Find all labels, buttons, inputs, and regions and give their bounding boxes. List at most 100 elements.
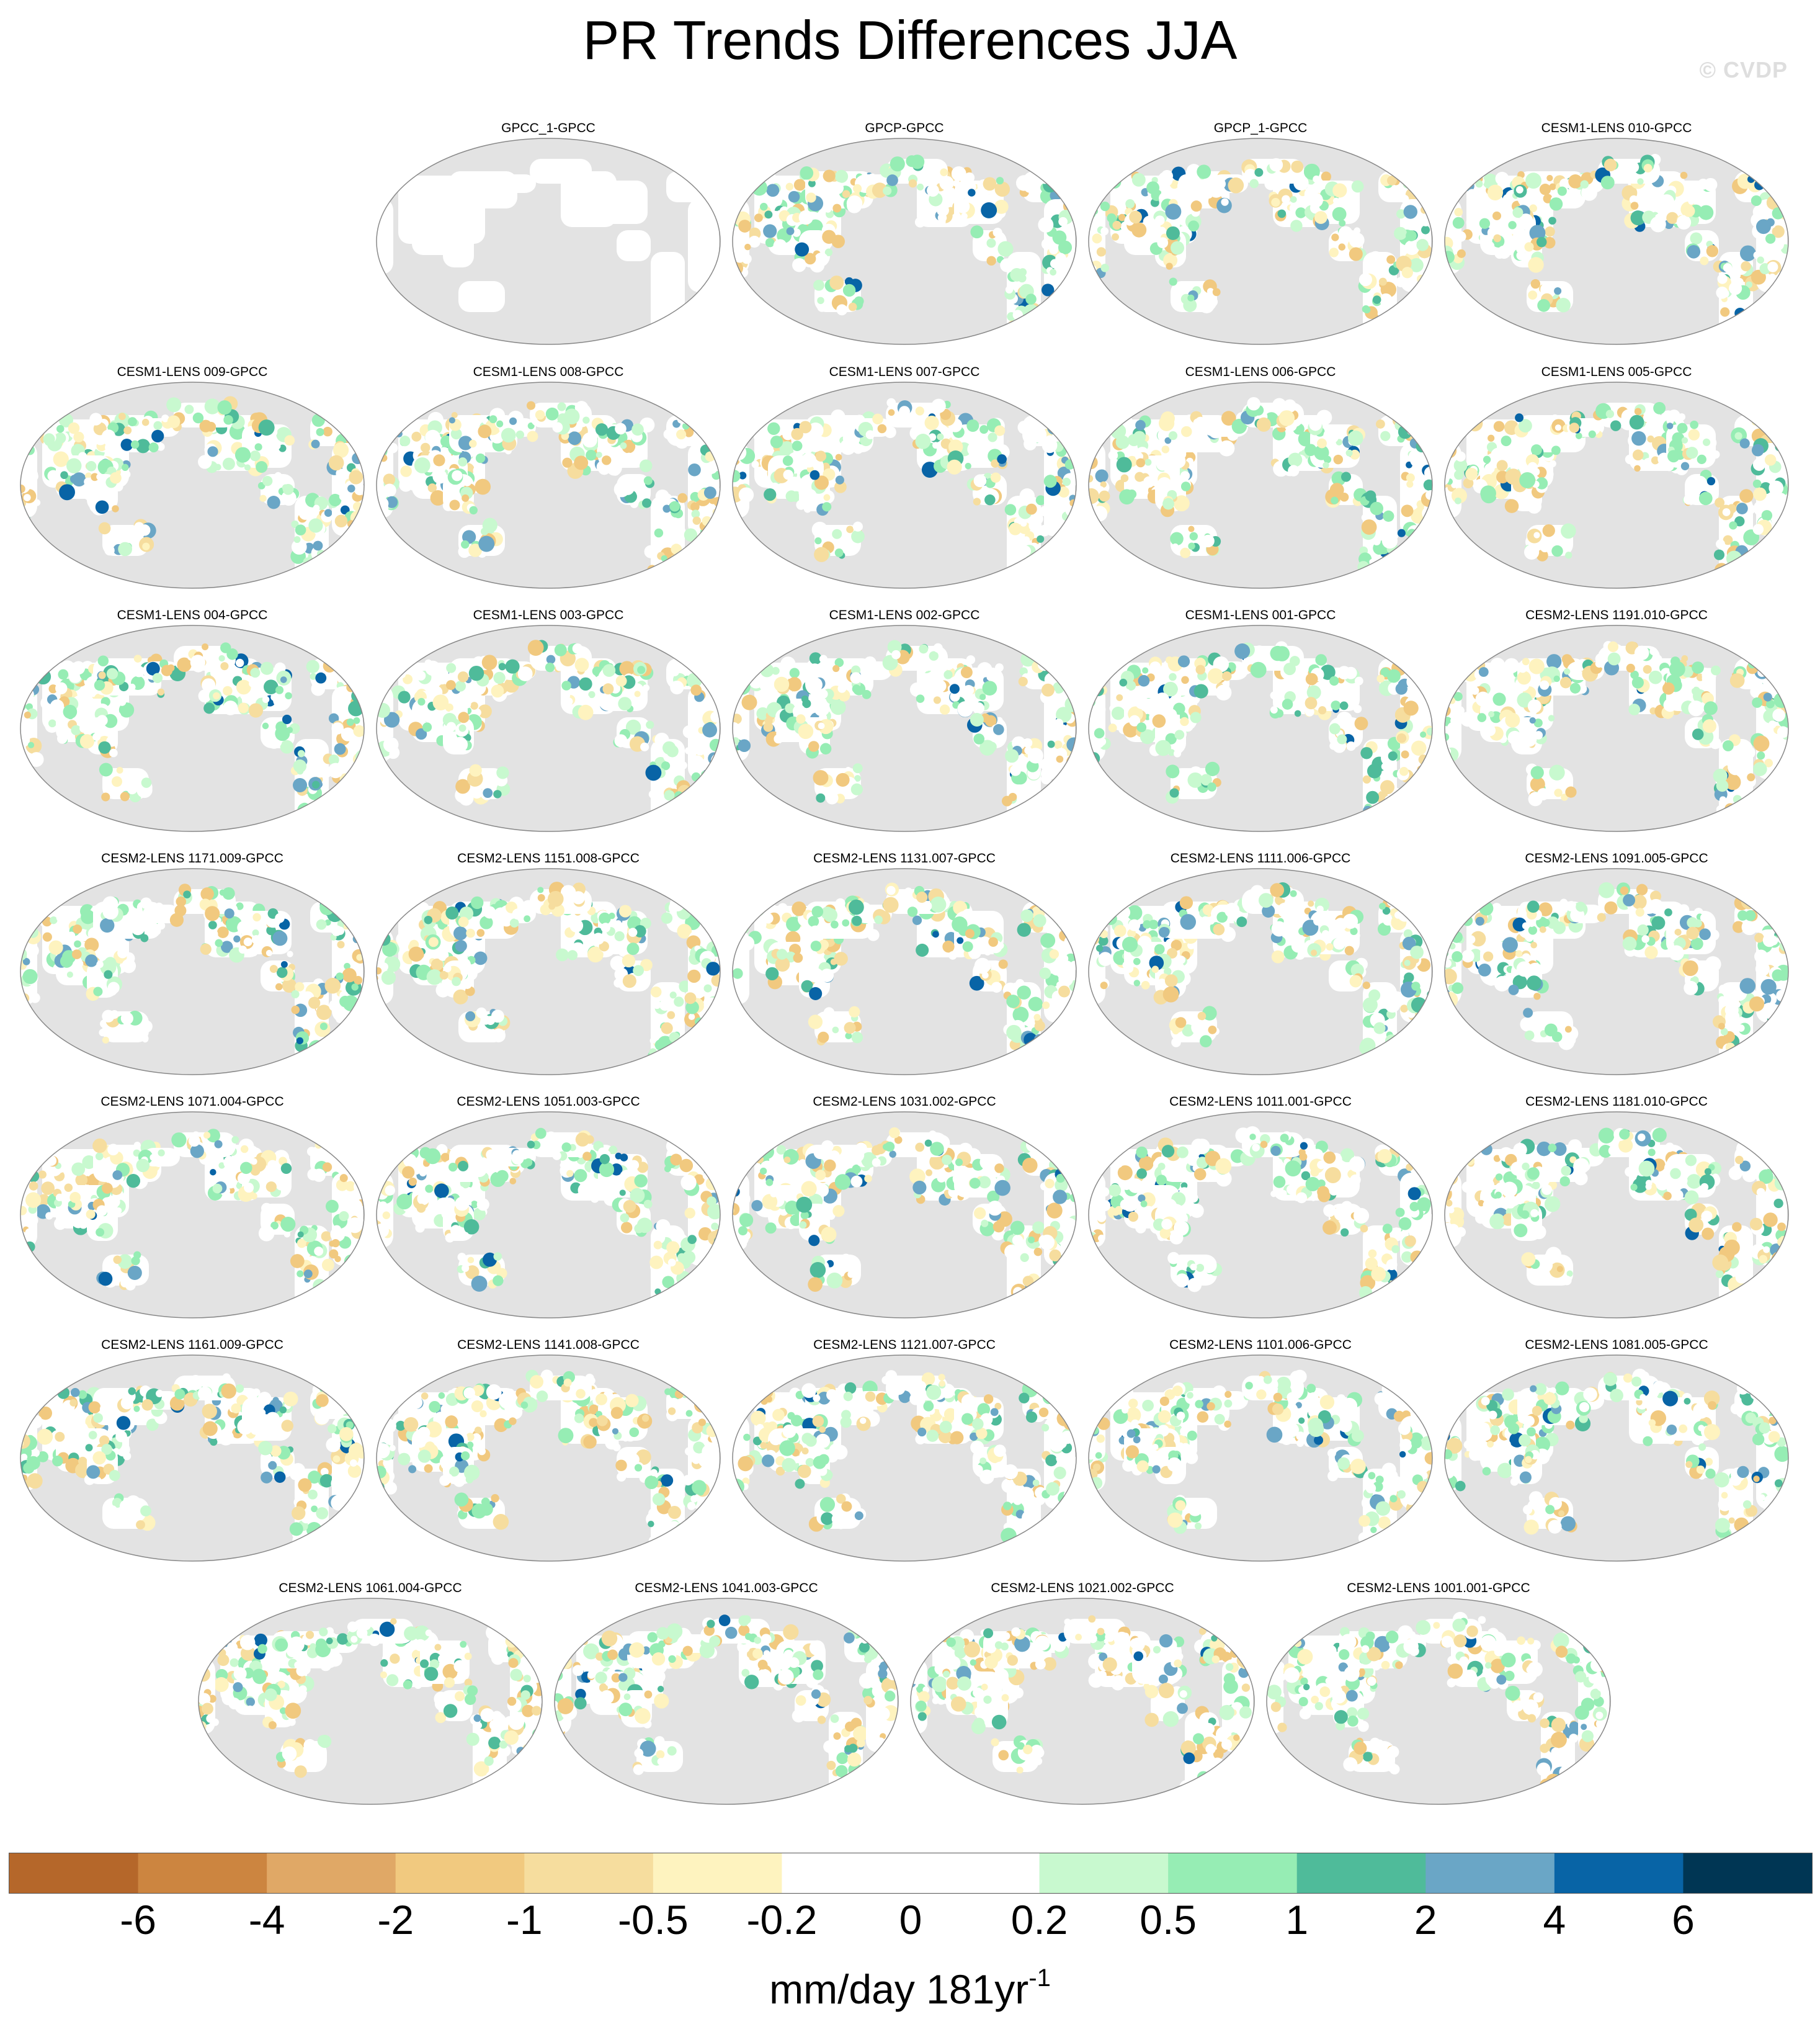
trend-cell xyxy=(237,921,251,935)
trend-cell xyxy=(1540,680,1550,690)
trend-cell xyxy=(1354,227,1361,235)
trend-cell xyxy=(1543,236,1556,249)
trend-cell xyxy=(282,714,292,725)
trend-cell xyxy=(1162,498,1174,510)
trend-cell xyxy=(1556,297,1571,313)
trend-cell xyxy=(435,470,446,481)
trend-cell xyxy=(383,712,400,728)
trend-cell xyxy=(59,484,75,501)
trend-cell xyxy=(471,896,484,910)
trend-cell xyxy=(94,679,105,691)
map-panel: CESM1-LENS 009-GPCC xyxy=(19,365,366,594)
trend-cell xyxy=(931,398,946,413)
trend-cell xyxy=(455,779,470,794)
trend-cell xyxy=(814,475,829,490)
trend-cell xyxy=(1362,305,1370,313)
trend-cell xyxy=(183,890,191,898)
trend-cell xyxy=(1465,467,1478,481)
trend-cell xyxy=(1017,420,1032,434)
trend-cell xyxy=(1038,524,1051,537)
trend-cell xyxy=(1685,722,1695,733)
trend-cell xyxy=(633,925,646,938)
trend-cell xyxy=(102,1036,109,1044)
trend-cell xyxy=(42,932,52,942)
trend-cell xyxy=(79,734,95,749)
trend-cell xyxy=(574,658,589,672)
trend-cell xyxy=(1692,728,1704,740)
trend-cell xyxy=(458,545,471,558)
trend-cell xyxy=(659,801,676,817)
trend-cell xyxy=(796,499,806,510)
trend-cell xyxy=(809,925,822,938)
trend-cell xyxy=(1581,184,1597,201)
trend-cell xyxy=(625,719,641,735)
trend-cell xyxy=(1337,666,1351,680)
trend-cell xyxy=(280,960,288,968)
trend-cell xyxy=(1143,476,1155,488)
trend-cell xyxy=(1180,426,1192,437)
trend-cell xyxy=(517,666,533,681)
trend-cell xyxy=(295,982,305,991)
map-outline xyxy=(20,625,365,832)
trend-cell xyxy=(1423,517,1430,525)
trend-cell xyxy=(1454,470,1464,480)
trend-cell xyxy=(708,752,720,765)
trend-cell xyxy=(478,535,495,552)
trend-cell xyxy=(50,916,58,924)
trend-cell xyxy=(1529,717,1536,724)
trend-cell xyxy=(1202,534,1215,548)
trend-cell xyxy=(55,682,68,695)
trend-cell xyxy=(1329,723,1340,735)
trend-cell xyxy=(546,647,556,656)
trend-cell xyxy=(1089,442,1095,454)
trend-cell xyxy=(1588,430,1596,438)
trend-cell xyxy=(1383,510,1394,522)
trend-cell xyxy=(1653,401,1666,414)
trend-cell xyxy=(1757,173,1767,183)
trend-cell xyxy=(599,941,609,952)
map-panel: CESM2-LENS 1151.008-GPCC xyxy=(375,851,722,1081)
trend-cell xyxy=(1370,501,1384,516)
trend-cell xyxy=(628,928,638,937)
trend-cell xyxy=(386,496,398,508)
trend-cell xyxy=(222,457,235,470)
trend-cell xyxy=(1136,458,1146,468)
trend-cell xyxy=(1030,427,1047,443)
trend-cell xyxy=(207,446,218,457)
trend-cell xyxy=(50,699,65,714)
trend-cell xyxy=(1022,536,1030,544)
trend-cell xyxy=(1569,423,1579,433)
trend-cell xyxy=(961,213,968,220)
trend-cell xyxy=(1309,418,1322,431)
trend-cell xyxy=(1387,176,1397,186)
trend-cell xyxy=(480,916,493,929)
trend-cell xyxy=(1119,489,1135,505)
trend-cell xyxy=(356,765,364,777)
trend-cell xyxy=(1041,238,1053,250)
trend-cell xyxy=(1218,440,1235,457)
trend-cell xyxy=(1729,282,1742,295)
trend-cell xyxy=(1091,735,1105,749)
trend-cell xyxy=(835,898,845,908)
trend-cell xyxy=(1752,524,1764,535)
trend-cell xyxy=(480,527,489,535)
trend-cell xyxy=(1522,658,1530,666)
trend-cell xyxy=(380,962,388,972)
trend-cell xyxy=(1177,655,1190,668)
trend-cell xyxy=(1736,503,1748,514)
trend-cell xyxy=(57,733,68,744)
trend-cell xyxy=(308,518,323,533)
trend-cell xyxy=(1427,773,1432,782)
trend-cell xyxy=(610,956,625,971)
trend-cell xyxy=(1293,175,1309,191)
trend-cell xyxy=(1270,706,1278,714)
trend-cell xyxy=(615,675,627,687)
trend-cell xyxy=(653,1000,661,1009)
trend-cell xyxy=(831,182,844,195)
trend-cell xyxy=(919,644,929,654)
trend-cell xyxy=(809,652,822,665)
trend-cell xyxy=(1129,715,1141,727)
trend-cell xyxy=(1450,717,1458,725)
trend-cell xyxy=(151,429,164,442)
trend-cell xyxy=(1554,287,1562,295)
